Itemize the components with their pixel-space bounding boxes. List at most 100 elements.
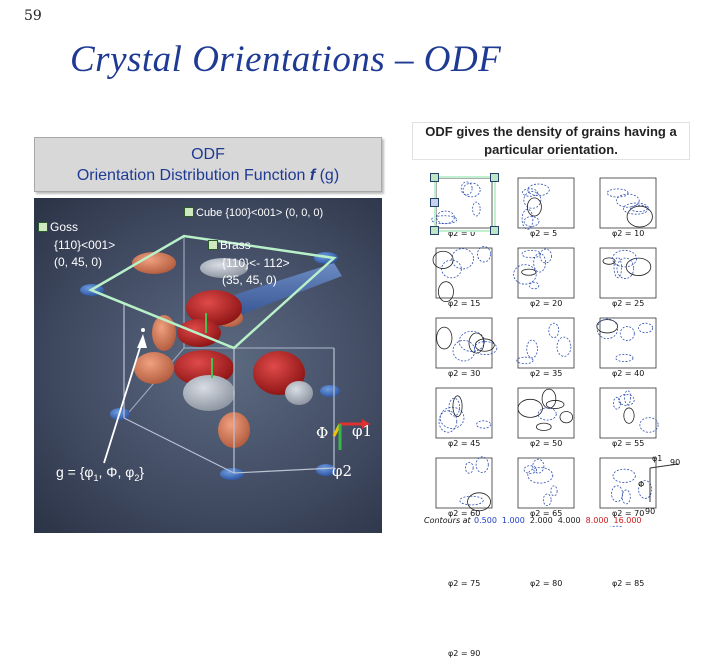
- odf-section-label: φ2 = 40: [612, 369, 645, 378]
- phi2-zero-section-outline: [88, 234, 337, 350]
- axis-label-phi1: φ1: [352, 422, 373, 440]
- brass-angles: (35, 45, 0): [222, 273, 277, 287]
- odf-section-label: φ2 = 70: [612, 509, 645, 518]
- goss-blob-mid: [134, 352, 174, 384]
- goss-angles: (0, 45, 0): [54, 255, 103, 269]
- phi2-zero-highlight: [434, 176, 496, 232]
- odf-section-label: φ2 = 85: [612, 579, 645, 588]
- gray-blob-3: [285, 381, 313, 405]
- contour-value: 0.500: [474, 516, 497, 525]
- odf-section-label: φ2 = 20: [530, 299, 563, 308]
- axis-label-90-top: 90: [670, 458, 681, 467]
- cube-front-edges: [123, 303, 335, 474]
- brass-label: Brass: [208, 238, 251, 253]
- odf-section-label: φ2 = 45: [448, 439, 481, 448]
- odf-section-label: φ2 = 10: [612, 229, 645, 238]
- odf-box-subtitle-text: Orientation Distribution Function: [76, 167, 310, 184]
- slide-number: 59: [24, 8, 42, 24]
- contour-values: 0.500 1.000 2.000 4.000 8.000 16.000: [474, 516, 647, 525]
- highlight-corner-icon: [430, 226, 439, 235]
- g-equation: g = {φ1, Φ, φ2}: [56, 464, 144, 483]
- brass-fiber-rod: [209, 263, 342, 323]
- odf-sections-drawing: [431, 177, 679, 527]
- brass-marker-icon: [208, 240, 218, 250]
- g-equation-sub1: 1: [93, 472, 99, 483]
- phi1-axis-arrowhead: [362, 419, 370, 429]
- g-vector-point: [141, 328, 145, 332]
- section-axes-icon: [649, 463, 679, 502]
- cube-marker-icon: [184, 207, 194, 217]
- odf-sections-panel: φ2 = 0 φ2 = 5 φ2 = 10 φ2 = 15 φ2 = 20 φ2 = 25…: [412, 172, 688, 658]
- odf-box-subtitle: Orientation Distribution Function f (g): [35, 165, 381, 186]
- goss-index: {110}<001>: [54, 238, 116, 252]
- goss-marker-icon: [38, 222, 48, 232]
- g-vector-arrowhead: [137, 334, 147, 348]
- odf-section-label: φ2 = 30: [448, 369, 481, 378]
- odf-section-label: φ2 = 25: [612, 299, 645, 308]
- contour-value: 8.000: [585, 516, 609, 525]
- contour-value: 1.000: [501, 516, 525, 525]
- odf-section-panel: [513, 247, 575, 299]
- odf-section-panel: [431, 177, 493, 229]
- brass-blob-1: [186, 290, 242, 326]
- goss-name: Goss: [50, 220, 79, 234]
- highlight-corner-icon: [430, 173, 439, 182]
- odf-section-panel: [435, 317, 498, 369]
- g-equation-suffix: }: [139, 464, 145, 480]
- goss-blob-top: [132, 252, 176, 274]
- odf-section-label: φ2 = 50: [530, 439, 563, 448]
- goss-blob-left: [152, 315, 176, 351]
- highlight-corner-icon: [490, 226, 499, 235]
- odf-section-panel: [435, 456, 493, 512]
- odf-section-label: φ2 = 35: [530, 369, 563, 378]
- goss-label: Goss: [38, 220, 78, 235]
- odf-section-label: φ2 = 80: [530, 579, 563, 588]
- gray-blob-1: [200, 258, 248, 278]
- odf-definition-box: ODF Orientation Distribution Function f …: [34, 137, 382, 192]
- odf-section-panel: [599, 247, 657, 299]
- odf-section-panel: [599, 457, 657, 509]
- g-vector-arrow: [103, 337, 144, 464]
- odf-section-label: φ2 = 0: [448, 229, 476, 238]
- highlight-corner-icon: [490, 173, 499, 182]
- cube-label-text: Cube {100}<001> (0, 0, 0): [196, 207, 324, 219]
- brass-index: {110}<- 112>: [222, 256, 290, 270]
- odf-section-panel: [516, 317, 575, 369]
- odf-section-panel: [432, 246, 493, 303]
- g-equation-sub2: 2: [134, 472, 140, 483]
- gray-blob-2: [183, 375, 235, 411]
- odf-section-panel: [599, 177, 657, 229]
- axis-label-phi2: φ2: [332, 462, 353, 480]
- odf-caption: ODF gives the density of grains having a…: [412, 122, 690, 160]
- cube-label: Cube {100}<001> (0, 0, 0): [184, 206, 323, 221]
- odf-box-g-arg: (g): [315, 167, 340, 184]
- odf-section-label: φ2 = 65: [530, 509, 563, 518]
- euler-space-drawing: [80, 234, 370, 480]
- axis-label-90-bottom: 90: [645, 507, 656, 516]
- odf-section-label: φ2 = 5: [530, 229, 558, 238]
- odf-section-panel: [599, 387, 659, 439]
- odf-box-f-symbol: f: [309, 167, 316, 184]
- slide-title: Crystal Orientations – ODF: [70, 39, 502, 80]
- odf-section-label: φ2 = 60: [448, 509, 481, 518]
- odf-section-panel: [517, 177, 575, 230]
- g-equation-mid: , Φ, φ: [98, 464, 135, 480]
- odf-section-panel: [517, 457, 575, 509]
- odf-section-label: φ2 = 55: [612, 439, 645, 448]
- euler-axis-marks: [205, 313, 213, 378]
- odf-section-label: φ2 = 90: [448, 649, 481, 658]
- odf-section-panel: [435, 387, 493, 439]
- odf-section-label: φ2 = 15: [448, 299, 481, 308]
- axis-label-Phi-right: Φ: [638, 480, 645, 489]
- odf-box-title: ODF: [191, 146, 225, 163]
- odf-section-panel: [596, 317, 657, 369]
- odf-section-panel: [517, 387, 575, 439]
- contours-label: Contours at: [424, 516, 471, 525]
- contour-value: 4.000: [557, 516, 581, 525]
- brass-name: Brass: [220, 238, 251, 252]
- odf-section-label: φ2 = 75: [448, 579, 481, 588]
- euler-space-visualization: Goss {110}<001> (0, 45, 0) Cube {100}<00…: [34, 198, 382, 533]
- axis-label-phi: Φ: [316, 424, 329, 442]
- contour-value: 2.000: [529, 516, 553, 525]
- odf-section-panel: [609, 525, 624, 527]
